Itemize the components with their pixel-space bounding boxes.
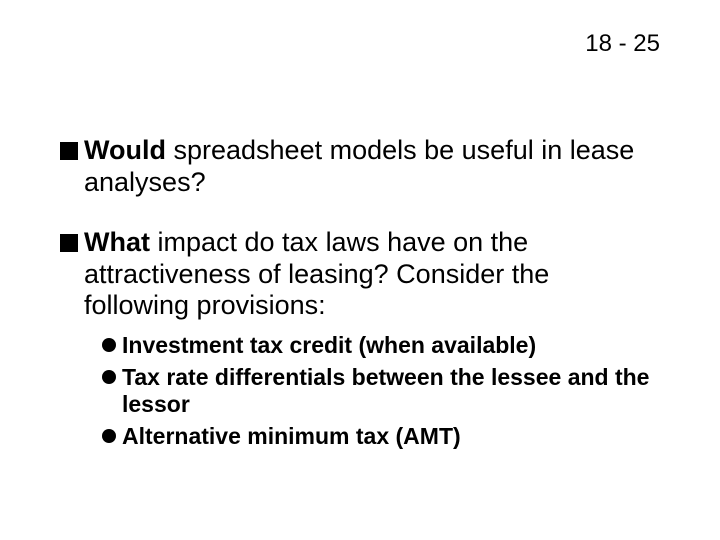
sub-list-item: Tax rate differentials between the lesse…: [102, 364, 660, 419]
square-bullet-icon: [60, 142, 78, 160]
sub-list-item: Investment tax credit (when available): [102, 332, 660, 360]
sub-list-item: Alternative minimum tax (AMT): [102, 423, 660, 451]
circle-bullet-icon: [102, 429, 116, 443]
list-item: What impact do tax laws have on the attr…: [60, 227, 660, 323]
bold-lead: Would: [84, 135, 166, 165]
sub-list-item-text: Alternative minimum tax (AMT): [122, 423, 461, 451]
sub-list: Investment tax credit (when available) T…: [102, 332, 660, 450]
sub-list-item-text: Tax rate differentials between the lesse…: [122, 364, 660, 419]
bold-lead: What: [84, 227, 150, 257]
list-item-text: What impact do tax laws have on the attr…: [84, 227, 660, 323]
page-number: 18 - 25: [585, 30, 660, 58]
sub-list-item-text: Investment tax credit (when available): [122, 332, 536, 360]
square-bullet-icon: [60, 234, 78, 252]
circle-bullet-icon: [102, 370, 116, 384]
list-item-text: Would spreadsheet models be useful in le…: [84, 135, 660, 199]
circle-bullet-icon: [102, 338, 116, 352]
list-item: Would spreadsheet models be useful in le…: [60, 135, 660, 199]
rest-text: impact do tax laws have on the attractiv…: [84, 227, 549, 321]
content-region: Would spreadsheet models be useful in le…: [60, 135, 660, 451]
slide-page: 18 - 25 Would spreadsheet models be usef…: [0, 0, 720, 540]
rest-text: spreadsheet models be useful in lease an…: [84, 135, 634, 197]
